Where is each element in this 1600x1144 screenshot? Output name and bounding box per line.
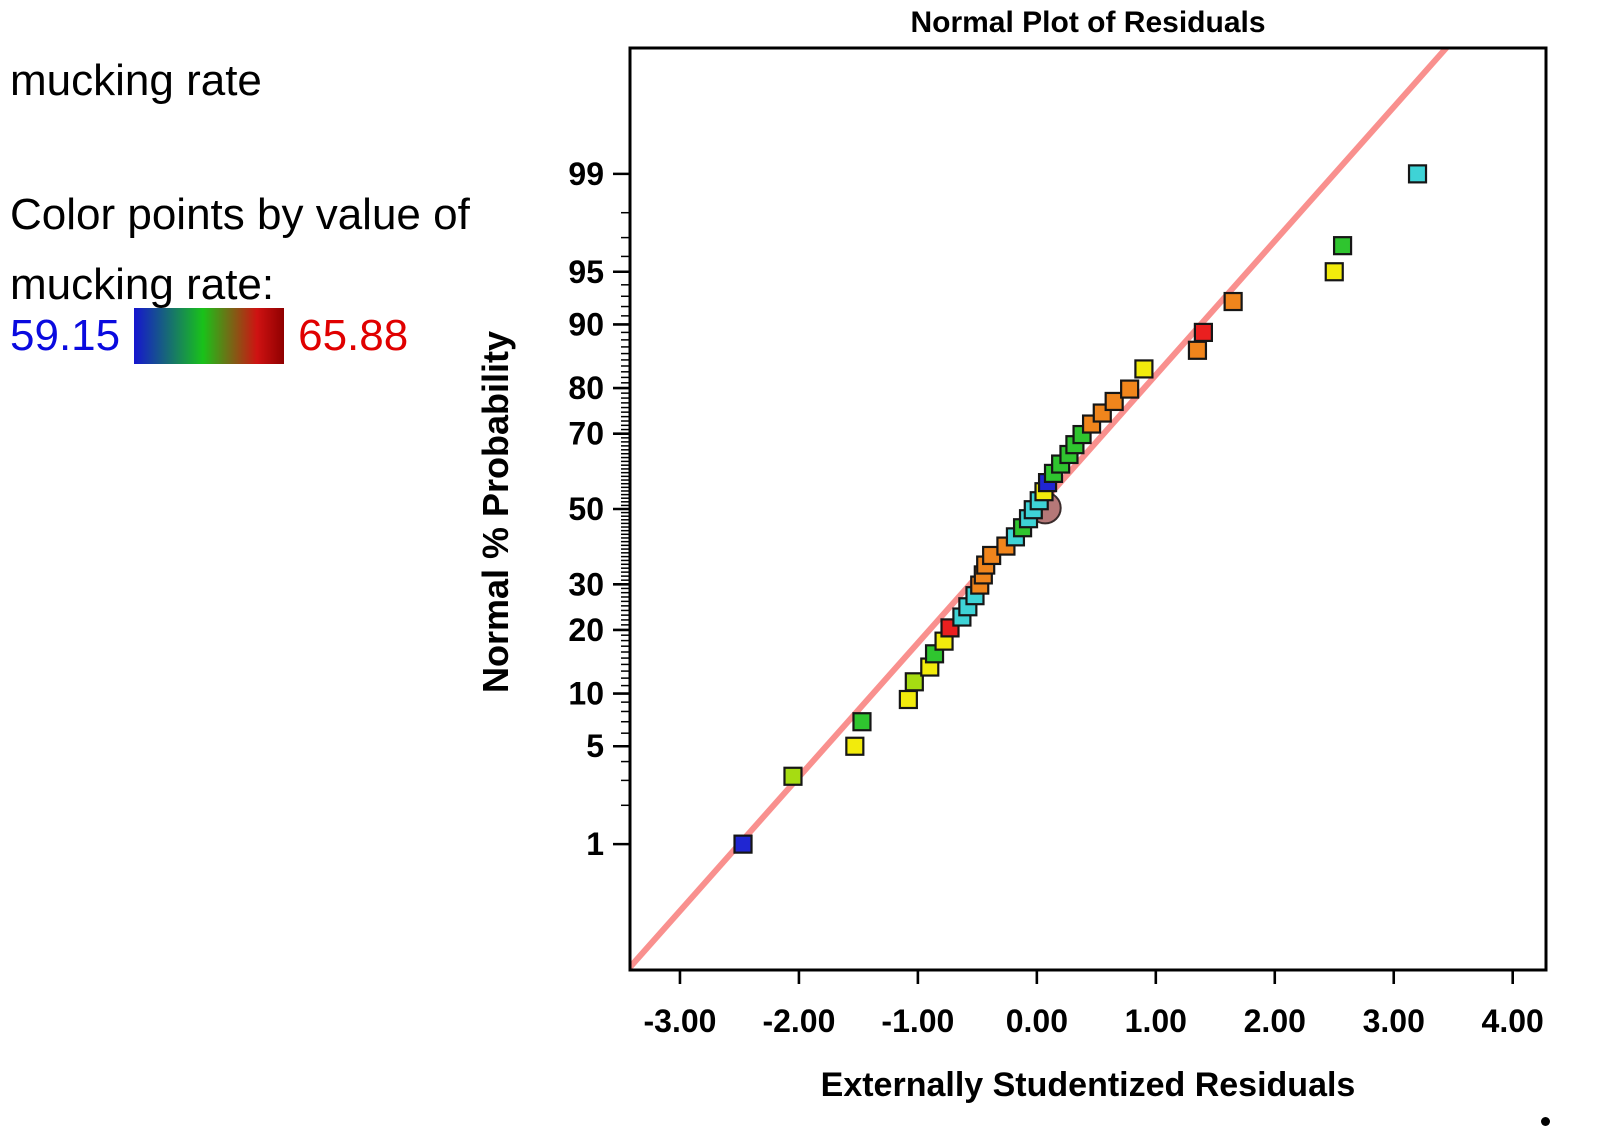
dataset-label: mucking rate bbox=[10, 56, 262, 105]
data-point bbox=[783, 766, 803, 786]
color-by-text-line2: mucking rate: bbox=[10, 260, 275, 309]
data-point bbox=[1193, 322, 1213, 343]
y-tick-label: 30 bbox=[568, 566, 604, 602]
data-point bbox=[1104, 391, 1124, 412]
color-scale: 59.15 65.88 bbox=[10, 308, 408, 364]
data-point bbox=[733, 834, 753, 854]
plot-frame bbox=[628, 46, 1548, 972]
y-tick-label: 1 bbox=[586, 826, 604, 862]
y-tick-label: 70 bbox=[568, 416, 604, 452]
y-tick-label: 50 bbox=[568, 491, 604, 527]
x-tick-label: -2.00 bbox=[762, 1003, 835, 1039]
x-tick-label: 3.00 bbox=[1363, 1003, 1425, 1039]
gradient-max-value: 65.88 bbox=[298, 311, 409, 360]
data-point bbox=[1223, 291, 1243, 312]
y-tick-label: 99 bbox=[568, 156, 604, 192]
x-tick-label: 1.00 bbox=[1125, 1003, 1187, 1039]
x-tick-label: -3.00 bbox=[643, 1003, 716, 1039]
data-point bbox=[1120, 379, 1140, 399]
y-tick-label: 90 bbox=[568, 306, 604, 342]
x-tick-label: 4.00 bbox=[1482, 1003, 1544, 1039]
data-point bbox=[845, 736, 865, 756]
data-point bbox=[898, 689, 918, 710]
chart-title: Normal Plot of Residuals bbox=[910, 6, 1266, 39]
color-gradient-bar bbox=[134, 308, 285, 364]
fit-line bbox=[630, 48, 1451, 970]
x-tick-label: 2.00 bbox=[1244, 1003, 1306, 1039]
x-tick-label: 0.00 bbox=[1006, 1003, 1068, 1039]
data-point bbox=[1324, 262, 1344, 282]
data-point bbox=[1187, 340, 1208, 360]
gradient-min-value: 59.15 bbox=[10, 311, 121, 360]
data-point bbox=[1407, 164, 1428, 184]
y-tick-label: 80 bbox=[568, 370, 604, 406]
y-tick-label: 95 bbox=[568, 254, 604, 290]
data-point bbox=[852, 712, 872, 732]
x-tick-label: -1.00 bbox=[881, 1003, 954, 1039]
x-axis-label: Externally Studentized Residuals bbox=[820, 1066, 1356, 1104]
data-point bbox=[1134, 359, 1154, 379]
y-tick-label: 10 bbox=[568, 676, 604, 712]
data-point bbox=[1332, 236, 1353, 256]
color-by-text-line1: Color points by value of bbox=[10, 190, 470, 239]
y-tick-label: 5 bbox=[586, 728, 604, 764]
caption-period-dot bbox=[1541, 1117, 1550, 1126]
y-tick-label: 20 bbox=[568, 612, 604, 648]
data-point bbox=[904, 672, 924, 692]
